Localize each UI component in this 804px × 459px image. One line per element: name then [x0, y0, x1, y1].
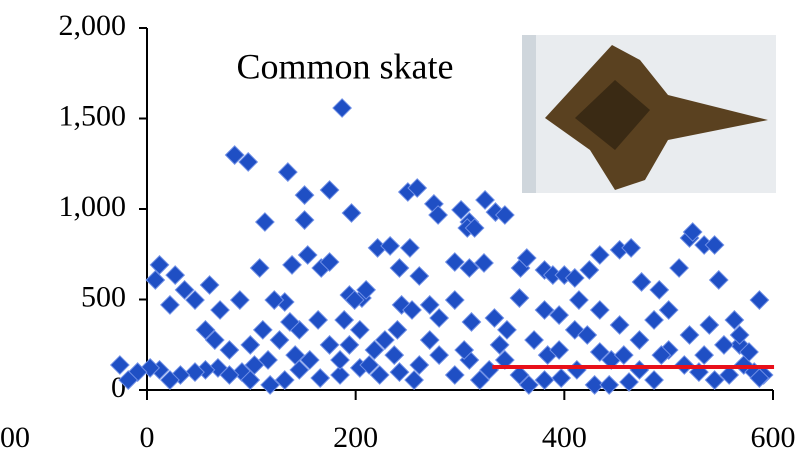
- point: [446, 366, 464, 384]
- point: [283, 256, 301, 274]
- point: [401, 239, 419, 257]
- point: [351, 321, 369, 339]
- point: [715, 336, 733, 354]
- point: [335, 311, 353, 329]
- point: [390, 259, 408, 277]
- point: [700, 316, 718, 334]
- point: [525, 331, 543, 349]
- point: [462, 313, 480, 331]
- point: [485, 309, 503, 327]
- point: [241, 336, 259, 354]
- point: [381, 237, 399, 255]
- point: [659, 301, 677, 319]
- point: [256, 213, 274, 231]
- point: [410, 267, 428, 285]
- point: [166, 266, 184, 284]
- y-tick-label: 1,000: [59, 190, 127, 223]
- point: [570, 291, 588, 309]
- photo: [522, 35, 776, 193]
- point: [211, 301, 229, 319]
- chart-title: Common skate: [237, 46, 454, 86]
- page: Common skate 00 05001,0001,5002,00002004…: [0, 0, 804, 459]
- point: [670, 259, 688, 277]
- point: [568, 361, 586, 379]
- point: [250, 259, 268, 277]
- point: [295, 211, 313, 229]
- point: [320, 336, 338, 354]
- point: [710, 271, 728, 289]
- y-tick-label: 2,000: [59, 9, 127, 42]
- point: [430, 346, 448, 364]
- point: [645, 371, 663, 389]
- point: [552, 369, 570, 387]
- point: [421, 331, 439, 349]
- point: [446, 291, 464, 309]
- point: [385, 346, 403, 364]
- point: [231, 291, 249, 309]
- point: [146, 271, 164, 289]
- point: [279, 163, 297, 181]
- y-tick-label: 500: [81, 280, 126, 313]
- point: [220, 341, 238, 359]
- photo-ruler: [522, 35, 536, 193]
- point: [309, 311, 327, 329]
- point: [295, 186, 313, 204]
- x-tick-label: 600: [751, 421, 796, 454]
- point: [298, 246, 316, 264]
- point: [632, 273, 650, 291]
- point: [600, 376, 618, 394]
- point: [161, 296, 179, 314]
- y-tick-label: 1,500: [59, 99, 127, 132]
- x-tick-label: 0: [140, 421, 155, 454]
- point: [630, 331, 648, 349]
- point: [331, 351, 349, 369]
- x-tick-label: 400: [542, 421, 587, 454]
- point: [270, 331, 288, 349]
- point: [695, 346, 713, 364]
- x-tick-label: 200: [333, 421, 378, 454]
- point: [645, 311, 663, 329]
- point: [150, 256, 168, 274]
- chart: Common skate 00 05001,0001,5002,00002004…: [0, 0, 804, 459]
- point: [333, 99, 351, 117]
- point: [610, 316, 628, 334]
- point: [705, 236, 723, 254]
- point: [591, 301, 609, 319]
- point: [510, 289, 528, 307]
- point: [650, 281, 668, 299]
- point: [591, 246, 609, 264]
- point: [320, 181, 338, 199]
- point: [311, 369, 329, 387]
- point: [535, 371, 553, 389]
- point: [200, 276, 218, 294]
- point: [340, 336, 358, 354]
- point: [342, 204, 360, 222]
- point: [254, 321, 272, 339]
- point: [680, 326, 698, 344]
- point: [750, 291, 768, 309]
- edge-label: 00: [0, 421, 30, 454]
